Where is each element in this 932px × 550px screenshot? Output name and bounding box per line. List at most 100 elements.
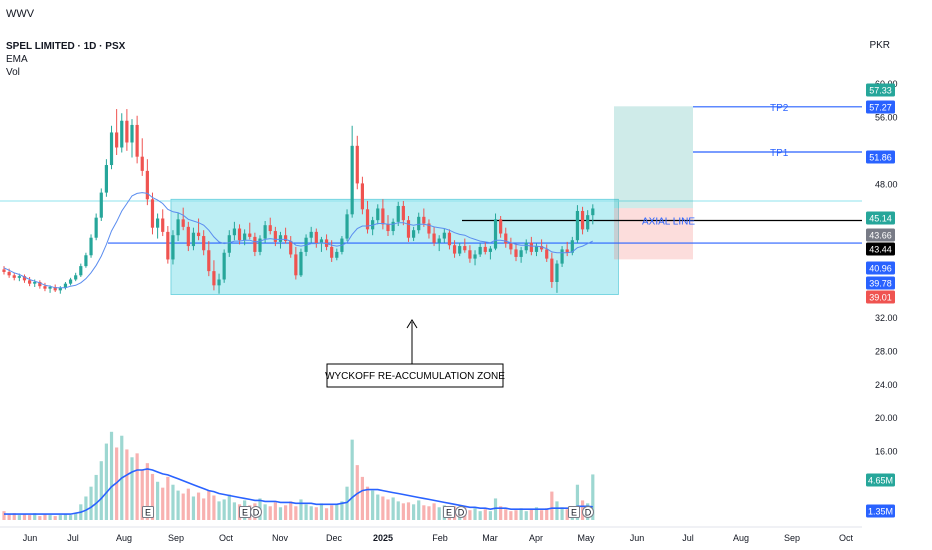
candle — [545, 244, 549, 262]
candle — [28, 276, 32, 287]
candle — [499, 215, 503, 238]
candle — [191, 227, 196, 251]
candle — [268, 217, 272, 235]
price-label: 45.14 — [866, 211, 895, 225]
candle — [519, 246, 523, 263]
volume-bar — [99, 461, 103, 520]
x-tick-label: Jun — [23, 533, 38, 543]
event-marker-label: D — [585, 508, 592, 518]
candle — [161, 209, 165, 237]
event-marker: D — [582, 506, 594, 518]
volume-bar — [156, 481, 160, 520]
candle — [442, 228, 446, 243]
volume-bar — [217, 501, 221, 520]
candle-body — [130, 124, 134, 143]
candle-body — [560, 249, 564, 264]
event-marker: E — [568, 506, 580, 518]
volume-bar — [12, 513, 16, 520]
candle — [504, 227, 508, 248]
candle-body — [232, 228, 236, 236]
price-label-text: 51.86 — [869, 152, 892, 162]
indicator-ema[interactable]: EMA — [6, 54, 28, 65]
candle-body — [330, 246, 334, 258]
volume-bar — [396, 501, 400, 520]
candle-body — [350, 145, 354, 215]
candle — [447, 229, 452, 250]
candle — [68, 277, 73, 286]
candle — [202, 230, 206, 256]
candle-body — [452, 245, 457, 254]
candle — [391, 218, 395, 236]
candle-body — [181, 219, 185, 227]
x-tick-label: Mar — [482, 533, 498, 543]
candle-body — [186, 226, 190, 247]
y-tick-label: 20.00 — [875, 413, 898, 423]
candle-body — [17, 276, 21, 278]
candle-body — [376, 208, 380, 221]
event-marker: E — [443, 506, 455, 518]
event-marker: E — [142, 506, 154, 518]
volume-bar — [560, 507, 564, 520]
volume-bar — [150, 473, 155, 520]
candle-body — [33, 281, 37, 284]
candle-body — [289, 241, 293, 255]
candle-body — [22, 276, 27, 281]
candle-body — [140, 156, 144, 171]
volume-bar — [38, 516, 42, 520]
volume-bar — [89, 486, 93, 520]
volume-bar — [161, 487, 165, 520]
candle — [135, 115, 139, 164]
volume-bar — [186, 488, 190, 520]
y-tick-label: 32.00 — [875, 313, 898, 323]
price-label-text: 43.44 — [869, 244, 892, 254]
candle — [365, 200, 370, 234]
target-zone — [614, 106, 693, 209]
candle — [452, 240, 457, 258]
volume-bar — [94, 474, 98, 520]
price-label-text: 57.27 — [869, 102, 892, 112]
volume-bar — [17, 515, 21, 520]
candle-body — [99, 192, 103, 218]
candle-body — [335, 251, 339, 258]
price-label: 57.33 — [866, 83, 895, 97]
candle-body — [473, 254, 477, 259]
candle — [432, 226, 436, 247]
candle-body — [53, 287, 57, 291]
symbol-title[interactable]: SPEL LIMITED · 1D · PSX — [6, 41, 126, 52]
candle — [376, 204, 380, 225]
candle-body — [417, 216, 421, 231]
candle — [586, 210, 590, 232]
candle-body — [253, 236, 257, 252]
indicator-volume[interactable]: Vol — [6, 67, 20, 78]
candle-body — [478, 246, 482, 255]
candle-body — [534, 246, 539, 252]
volume-bar — [417, 500, 421, 520]
price-label-text: 1.35M — [868, 506, 893, 516]
candle-body — [514, 249, 518, 257]
volume-bar — [365, 486, 370, 520]
volume-ma-line — [4, 468, 593, 515]
candle-body — [555, 263, 559, 282]
candle-body — [580, 210, 585, 230]
x-tick-label: Aug — [116, 533, 132, 543]
volume-bar — [7, 514, 11, 520]
price-label-text: 4.65M — [868, 475, 893, 485]
price-label-bg — [866, 100, 895, 114]
candle-body — [79, 266, 83, 276]
volume-bar — [74, 513, 78, 520]
currency-label[interactable]: PKR — [869, 40, 890, 51]
candle — [422, 208, 426, 227]
candle-body — [483, 246, 487, 252]
x-tick-label: May — [577, 533, 595, 543]
volume-bar — [371, 490, 375, 520]
volume-bar — [125, 449, 129, 520]
price-label: 57.27 — [866, 100, 895, 114]
event-marker: D — [455, 506, 467, 518]
candle — [463, 238, 467, 253]
price-label: 43.66 — [866, 228, 895, 242]
price-label-text: 40.96 — [869, 263, 892, 273]
candle — [468, 245, 472, 263]
volume-bar — [171, 484, 175, 520]
candle — [350, 125, 354, 218]
